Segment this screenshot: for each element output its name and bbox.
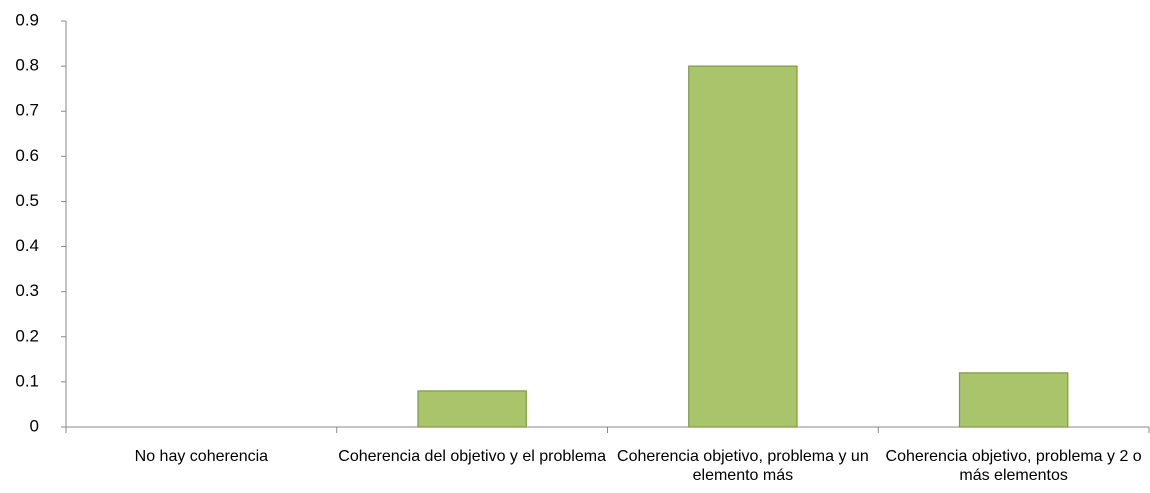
y-tick-label: 0.3 xyxy=(15,281,39,300)
bar xyxy=(417,390,527,428)
y-tick-label: 0.5 xyxy=(15,191,39,210)
y-tick-label: 0.8 xyxy=(15,56,39,75)
y-tick-label: 0.4 xyxy=(15,236,39,255)
y-tick-label: 0.7 xyxy=(15,101,39,120)
x-tick-label: Coherencia objetivo, problema y 2 o más … xyxy=(885,448,1142,484)
y-tick-label: 0.9 xyxy=(15,10,39,29)
bar xyxy=(958,372,1069,428)
y-tick-label: 0.6 xyxy=(15,146,39,165)
bar xyxy=(688,65,798,428)
y-tick-label: 0.2 xyxy=(15,326,39,345)
x-tick-label: Coherencia del objetivo y el problema xyxy=(338,448,606,465)
y-tick-label: 0 xyxy=(30,416,39,435)
y-tick-label: 0.1 xyxy=(15,371,39,390)
x-tick-label: No hay coherencia xyxy=(134,448,269,465)
x-tick-label: Coherencia objetivo, problema y un eleme… xyxy=(617,448,869,484)
